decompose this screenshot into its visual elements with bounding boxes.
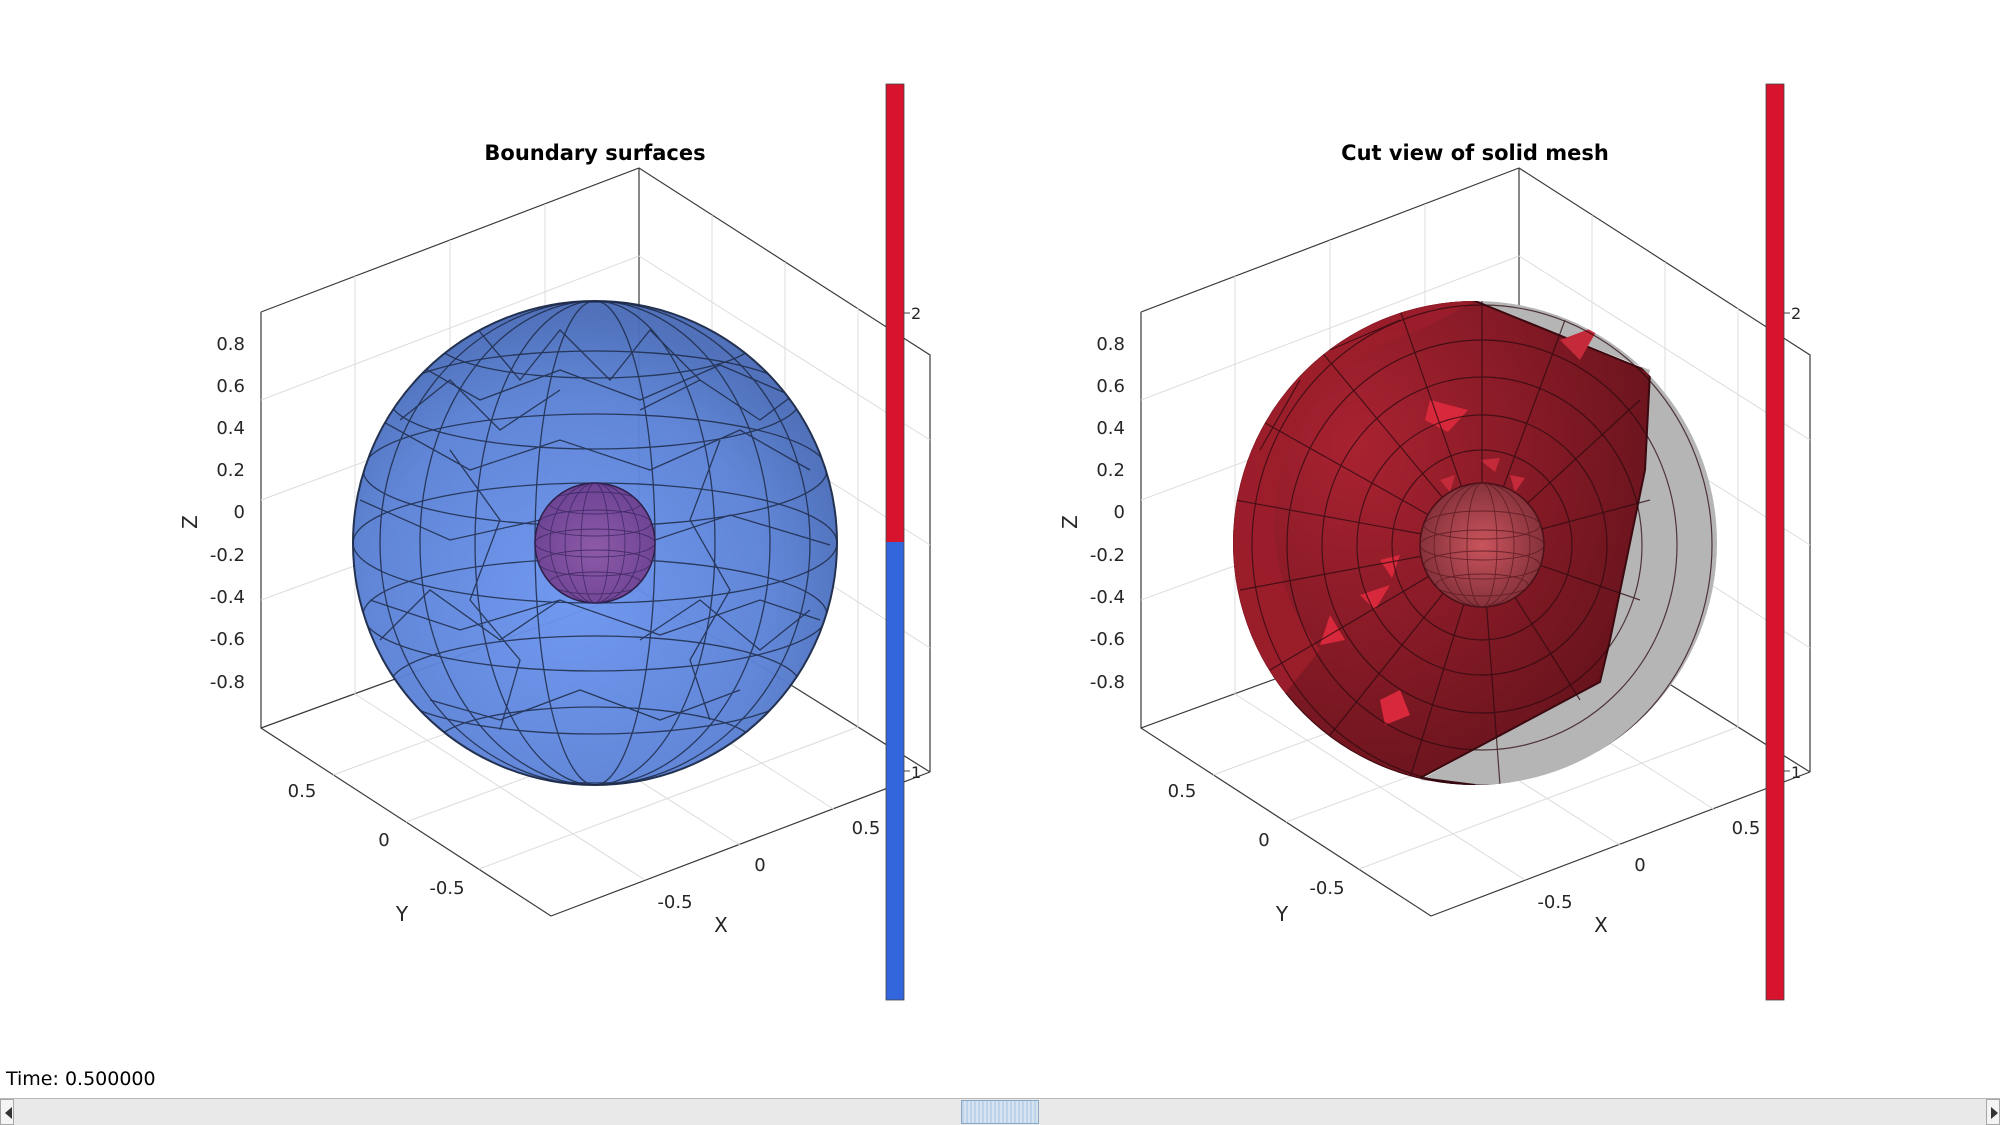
- y-tick-label: 0: [1258, 830, 1269, 851]
- left-axes: Boundary surfaces 0.8 0.6 0.4 0.2 0 -0.2…: [178, 83, 931, 1001]
- colorbar-tick-label: 1: [911, 763, 921, 782]
- x-tick-label: -0.5: [657, 892, 692, 913]
- inner-boundary-sphere: [534, 482, 656, 604]
- z-tick-label: -0.8: [1090, 672, 1125, 693]
- x-tick-label: 0: [1634, 855, 1645, 876]
- colorbar-tick-label: 1: [1791, 763, 1801, 782]
- left-x-axis-label: X: [714, 913, 728, 937]
- z-tick-label: -0.4: [1090, 587, 1125, 608]
- z-tick-label: 0.4: [216, 418, 245, 439]
- z-tick-label: 0.6: [1096, 376, 1125, 397]
- slider-right-arrow-icon[interactable]: [1986, 1099, 2000, 1125]
- time-slider[interactable]: [0, 1098, 2000, 1125]
- y-tick-label: -0.5: [429, 878, 464, 899]
- slider-left-arrow-icon[interactable]: [0, 1099, 14, 1125]
- right-x-axis-label: X: [1594, 913, 1608, 937]
- left-x-tick-labels: -0.5 0 0.5: [657, 818, 880, 913]
- left-y-tick-labels: 0.5 0 -0.5: [288, 781, 465, 899]
- right-y-tick-labels: 0.5 0 -0.5: [1168, 781, 1345, 899]
- z-tick-label: -0.2: [210, 545, 245, 566]
- z-tick-label: -0.6: [1090, 629, 1125, 650]
- z-tick-label: 0.6: [216, 376, 245, 397]
- z-tick-label: 0: [234, 502, 245, 523]
- y-tick-label: -0.5: [1309, 878, 1344, 899]
- left-y-axis-label: Y: [395, 902, 409, 926]
- left-z-axis-label: Z: [178, 515, 202, 529]
- x-tick-label: 0: [754, 855, 765, 876]
- z-tick-label: 0.2: [216, 460, 245, 481]
- right-colorbar: 2 1: [1765, 83, 1801, 1001]
- figure-canvas: Boundary surfaces 0.8 0.6 0.4 0.2 0 -0.2…: [178, 83, 1811, 1001]
- right-y-axis-label: Y: [1275, 902, 1289, 926]
- y-tick-label: 0: [378, 830, 389, 851]
- right-axes: Cut view of solid mesh 0.8 0.6 0.4 0.2 0…: [1058, 83, 1811, 1001]
- z-tick-label: 0: [1114, 502, 1125, 523]
- z-tick-label: -0.8: [210, 672, 245, 693]
- z-tick-label: 0.2: [1096, 460, 1125, 481]
- left-axes-title: Boundary surfaces: [484, 141, 705, 165]
- right-axes-title: Cut view of solid mesh: [1341, 141, 1609, 165]
- right-z-tick-labels: 0.8 0.6 0.4 0.2 0 -0.2 -0.4 -0.6 -0.8: [1090, 334, 1125, 693]
- right-z-axis-label: Z: [1058, 515, 1082, 529]
- z-tick-label: 0.4: [1096, 418, 1125, 439]
- cut-solid-mesh: [1233, 301, 1713, 785]
- z-tick-label: 0.8: [1096, 334, 1125, 355]
- z-tick-label: -0.6: [210, 629, 245, 650]
- x-tick-label: -0.5: [1537, 892, 1572, 913]
- y-tick-label: 0.5: [1168, 781, 1197, 802]
- x-tick-label: 0.5: [1732, 818, 1761, 839]
- left-z-tick-labels: 0.8 0.6 0.4 0.2 0 -0.2 -0.4 -0.6 -0.8: [210, 334, 245, 693]
- colorbar-tick-label: 2: [911, 304, 921, 323]
- x-tick-label: 0.5: [852, 818, 881, 839]
- slider-thumb[interactable]: [961, 1100, 1039, 1124]
- time-status-text: Time: 0.500000: [6, 1068, 156, 1090]
- colorbar-tick-label: 2: [1791, 304, 1801, 323]
- right-x-tick-labels: -0.5 0 0.5: [1537, 818, 1760, 913]
- y-tick-label: 0.5: [288, 781, 317, 802]
- z-tick-label: -0.4: [210, 587, 245, 608]
- z-tick-label: 0.8: [216, 334, 245, 355]
- left-colorbar: 2 1: [885, 83, 921, 1001]
- z-tick-label: -0.2: [1090, 545, 1125, 566]
